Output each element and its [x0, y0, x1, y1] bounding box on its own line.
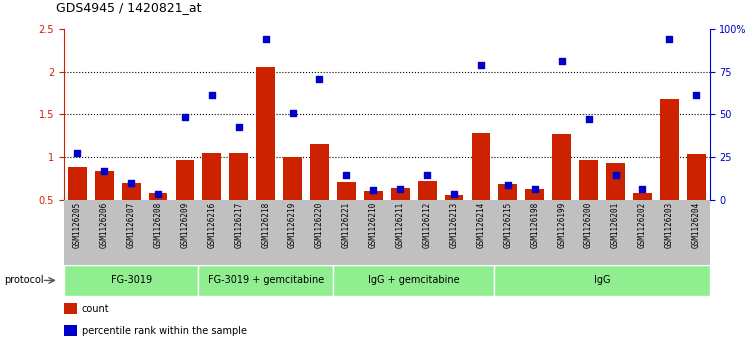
- Text: GSM1126211: GSM1126211: [396, 201, 405, 248]
- Text: GSM1126205: GSM1126205: [73, 201, 82, 248]
- Point: [233, 124, 245, 130]
- Bar: [606, 163, 625, 200]
- Point: [556, 58, 568, 64]
- Text: protocol: protocol: [4, 276, 44, 285]
- Text: GSM1126202: GSM1126202: [638, 201, 647, 248]
- Text: count: count: [82, 304, 109, 314]
- Bar: [445, 195, 463, 200]
- Point: [71, 150, 83, 156]
- Text: GSM1126221: GSM1126221: [342, 201, 351, 248]
- Point: [206, 92, 218, 98]
- Bar: [526, 189, 544, 200]
- Point: [340, 172, 352, 178]
- FancyBboxPatch shape: [333, 265, 494, 296]
- Text: GSM1126219: GSM1126219: [288, 201, 297, 248]
- Point: [529, 187, 541, 192]
- Text: GSM1126214: GSM1126214: [476, 201, 485, 248]
- Text: GSM1126200: GSM1126200: [584, 201, 593, 248]
- Bar: [579, 160, 598, 200]
- Text: GSM1126206: GSM1126206: [100, 201, 109, 248]
- Bar: [499, 184, 517, 200]
- FancyBboxPatch shape: [198, 265, 333, 296]
- Bar: [176, 160, 195, 200]
- Bar: [337, 182, 356, 200]
- Bar: [633, 193, 652, 200]
- Point: [421, 172, 433, 178]
- Text: GSM1126210: GSM1126210: [369, 201, 378, 248]
- Point: [152, 191, 164, 197]
- Bar: [149, 193, 167, 200]
- FancyBboxPatch shape: [64, 265, 198, 296]
- Bar: [391, 188, 409, 200]
- Point: [636, 185, 648, 191]
- Text: GSM1126218: GSM1126218: [261, 201, 270, 248]
- Text: FG-3019: FG-3019: [110, 276, 152, 285]
- Bar: [64, 303, 77, 314]
- Point: [367, 187, 379, 193]
- Text: GSM1126213: GSM1126213: [450, 201, 459, 248]
- Bar: [687, 154, 706, 200]
- Point: [583, 117, 595, 122]
- Text: GSM1126204: GSM1126204: [692, 201, 701, 248]
- Point: [125, 180, 137, 185]
- Bar: [68, 167, 86, 200]
- Point: [98, 168, 110, 174]
- Text: GSM1126215: GSM1126215: [503, 201, 512, 248]
- Point: [448, 191, 460, 197]
- Text: GSM1126207: GSM1126207: [127, 201, 136, 248]
- Bar: [660, 99, 679, 200]
- FancyBboxPatch shape: [494, 265, 710, 296]
- Point: [475, 62, 487, 68]
- Text: GSM1126208: GSM1126208: [153, 201, 162, 248]
- Text: percentile rank within the sample: percentile rank within the sample: [82, 326, 246, 336]
- Bar: [203, 153, 222, 200]
- Point: [313, 77, 325, 82]
- Bar: [64, 325, 77, 336]
- Text: GSM1126217: GSM1126217: [234, 201, 243, 248]
- Text: GSM1126201: GSM1126201: [611, 201, 620, 248]
- Bar: [472, 133, 490, 200]
- Text: IgG: IgG: [594, 276, 611, 285]
- Bar: [310, 144, 329, 200]
- Text: GSM1126199: GSM1126199: [557, 201, 566, 248]
- Point: [179, 114, 191, 120]
- Text: FG-3019 + gemcitabine: FG-3019 + gemcitabine: [207, 276, 324, 285]
- Point: [663, 36, 675, 42]
- Text: GSM1126216: GSM1126216: [207, 201, 216, 248]
- Point: [260, 36, 272, 42]
- Bar: [256, 66, 275, 200]
- Point: [502, 182, 514, 188]
- Point: [610, 172, 622, 178]
- Bar: [364, 191, 383, 200]
- Text: GSM1126212: GSM1126212: [423, 201, 432, 248]
- Bar: [552, 134, 571, 200]
- Point: [287, 111, 299, 117]
- Bar: [283, 157, 302, 200]
- Text: GSM1126198: GSM1126198: [530, 201, 539, 248]
- Text: IgG + gemcitabine: IgG + gemcitabine: [368, 276, 460, 285]
- Text: GSM1126220: GSM1126220: [315, 201, 324, 248]
- Bar: [95, 171, 113, 200]
- Text: GDS4945 / 1420821_at: GDS4945 / 1420821_at: [56, 1, 202, 15]
- Text: GSM1126209: GSM1126209: [180, 201, 189, 248]
- Text: GSM1126203: GSM1126203: [665, 201, 674, 248]
- Bar: [229, 153, 248, 200]
- Point: [394, 185, 406, 191]
- Bar: [418, 181, 436, 200]
- Bar: [122, 183, 140, 200]
- Point: [690, 92, 702, 98]
